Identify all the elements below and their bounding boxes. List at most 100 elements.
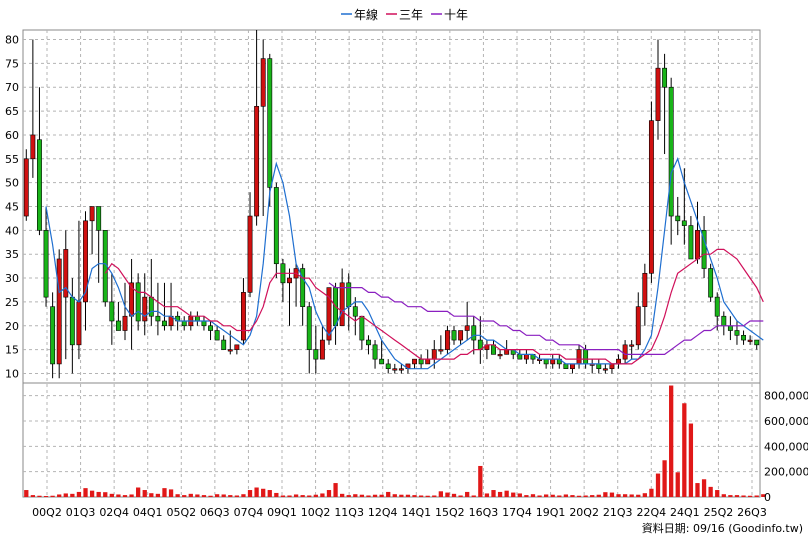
price-tick-label: 30	[5, 272, 19, 285]
candle-body	[464, 325, 470, 331]
volume-bar	[109, 493, 114, 497]
candle-body	[241, 292, 246, 341]
axes: 10 15 20 25 30 35 40 45 50 55 60 65 70 75 80 0 200,000 40…	[5, 34, 808, 519]
x-tick-label: 01Q3	[66, 506, 96, 519]
price-tick-label: 75	[5, 57, 19, 70]
volume-bar	[583, 495, 588, 497]
volume-tick-label: 0	[764, 491, 771, 504]
volume-bar	[366, 495, 371, 497]
volume-bar	[636, 494, 641, 497]
candle-body	[122, 315, 128, 331]
candle-body	[563, 363, 569, 369]
volume-bars	[24, 385, 766, 497]
price-tick-label: 35	[5, 248, 19, 261]
candle-body	[398, 368, 404, 371]
candle-body	[708, 268, 714, 298]
candle-body	[30, 134, 36, 160]
candle-body	[221, 339, 227, 350]
volume-bar	[267, 490, 272, 497]
candle-body	[550, 358, 556, 365]
candle-body	[622, 344, 628, 360]
volume-bar	[576, 495, 582, 497]
candle-body	[385, 363, 391, 369]
x-tick-label: 11Q3	[334, 506, 364, 519]
series-line-3	[328, 282, 764, 355]
volume-bar	[129, 494, 134, 497]
price-tick-label: 15	[5, 344, 19, 357]
x-tick-label: 26Q3	[737, 506, 767, 519]
price-tick-label: 55	[5, 153, 19, 166]
volume-bar	[228, 495, 233, 497]
volume-bar	[682, 403, 687, 497]
volume-bar	[695, 483, 700, 497]
volume-bar	[570, 495, 575, 497]
candle-body	[109, 301, 115, 322]
candle-body	[596, 363, 602, 369]
candle-body	[339, 282, 345, 327]
volume-bar	[353, 494, 358, 497]
volume-bar	[754, 495, 759, 497]
candle-body	[56, 258, 62, 365]
volume-bar	[405, 494, 411, 497]
candle-body	[431, 349, 437, 360]
volume-bar	[50, 495, 55, 497]
x-tick-label: 06Q3	[200, 506, 230, 519]
candle-body	[497, 354, 503, 357]
volume-bar	[122, 495, 128, 497]
candle-body	[37, 139, 42, 231]
candle-body	[214, 330, 220, 341]
candle-body	[412, 358, 417, 365]
x-tick-label: 05Q2	[166, 506, 196, 519]
x-tick-label: 04Q1	[133, 506, 163, 519]
volume-bar	[254, 487, 259, 497]
volume-bar	[333, 483, 338, 497]
candle-body	[96, 206, 102, 231]
volume-bar	[550, 494, 555, 497]
candle-body	[747, 339, 753, 342]
candle-body	[714, 296, 720, 317]
candle-body	[570, 363, 575, 369]
x-tick-label: 17Q4	[502, 506, 532, 519]
x-tick-label: 22Q4	[636, 506, 666, 519]
candle-body	[642, 272, 648, 307]
volume-bar	[280, 495, 286, 497]
volume-bar	[175, 494, 180, 497]
volume-bar	[721, 494, 726, 497]
volume-bar	[418, 495, 424, 497]
volume-bar	[37, 495, 42, 497]
volume-bar	[30, 495, 36, 497]
candle-body	[23, 158, 29, 217]
candle-body	[754, 339, 760, 346]
candle-body	[89, 206, 95, 222]
candle-body	[418, 358, 424, 365]
volume-bar	[484, 493, 490, 497]
volume-bar	[622, 494, 628, 497]
volume-bar	[504, 490, 509, 497]
volume-bar	[247, 490, 253, 497]
candle-body	[76, 301, 82, 346]
candle-body	[273, 187, 279, 265]
volume-bar	[162, 488, 167, 497]
volume-bar	[662, 460, 667, 497]
price-tick-label: 50	[5, 177, 19, 190]
x-tick-label: 12Q4	[368, 506, 398, 519]
x-tick-label: 14Q1	[401, 506, 431, 519]
volume-bar	[649, 488, 654, 497]
price-tick-label: 80	[5, 34, 19, 47]
candle-body	[326, 287, 332, 341]
volume-bar	[642, 493, 647, 497]
candle-body	[629, 344, 635, 347]
volume-bar	[386, 491, 391, 497]
volume-bar	[83, 488, 88, 497]
volume-tick-label: 600,000	[764, 415, 808, 428]
candle-body	[688, 225, 694, 260]
candle-body	[346, 282, 352, 307]
volume-bar	[116, 494, 121, 497]
volume-bar	[103, 492, 108, 497]
volume-bar	[511, 492, 516, 497]
price-tick-label: 40	[5, 224, 19, 237]
candle-body	[727, 325, 733, 331]
x-tick-label: 21Q3	[603, 506, 633, 519]
candle-body	[148, 296, 154, 317]
